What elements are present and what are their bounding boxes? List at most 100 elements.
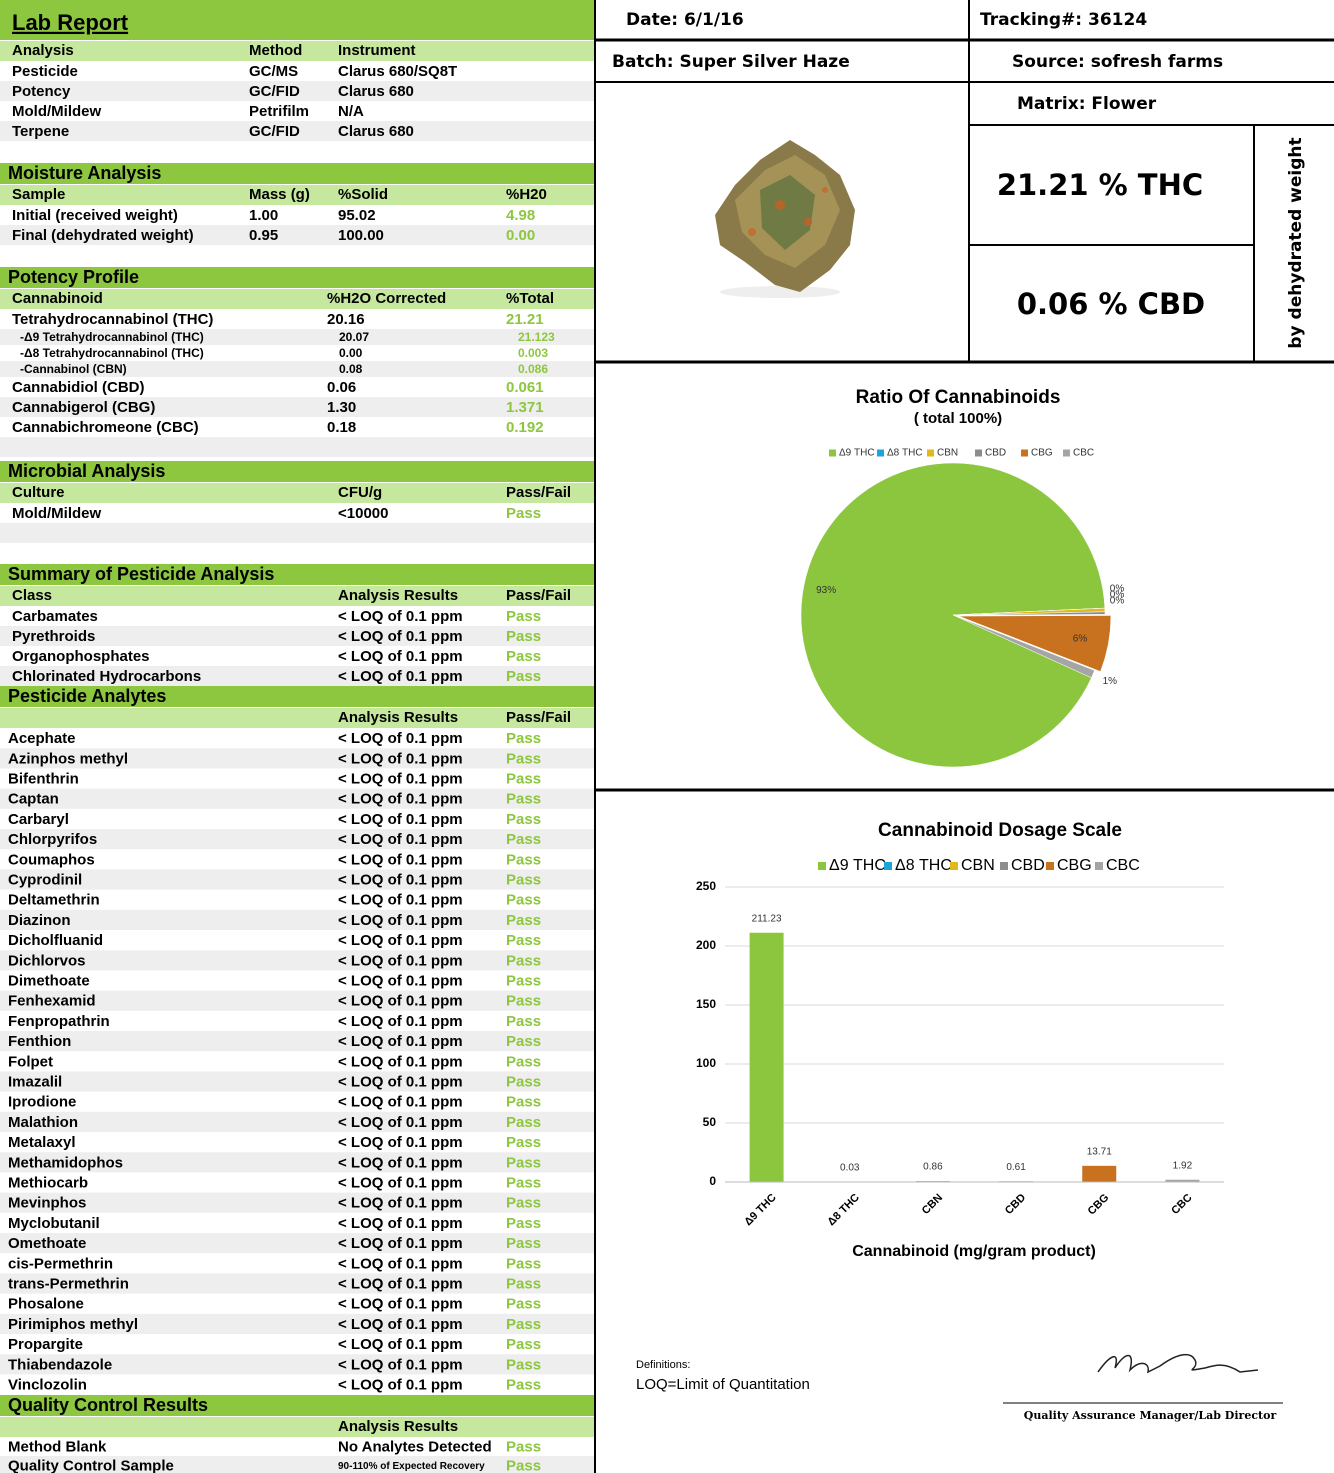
definition: LOQ=Limit of Quantitation [636,1376,810,1393]
signature [1098,1355,1258,1372]
section-title: Summary of Pesticide Analysis [8,564,274,584]
x-tick-label: CBD [1003,1192,1028,1217]
legend-swatch [1095,862,1103,870]
row-label: Terpene [12,123,69,140]
row-value: < LOQ of 0.1 ppm [338,1154,463,1171]
row-label: Mold/Mildew [12,505,101,522]
row-value: < LOQ of 0.1 ppm [338,1336,463,1353]
x-axis-title: Cannabinoid (mg/gram product) [852,1243,1096,1260]
row-value: Pass [506,648,541,665]
row-label: Cannabigerol (CBG) [12,399,155,416]
legend-swatch [884,862,892,870]
column-header: %Total [506,290,554,307]
row-value: 0.06 [327,379,356,396]
row-value: 0.00 [339,346,363,360]
row-value: 0.192 [506,419,544,436]
row-value: Pass [506,1114,541,1131]
row-value: Pass [506,993,541,1010]
pie-label: 1% [1103,676,1118,687]
row-label: Iprodione [8,1094,76,1111]
row-label: Organophosphates [12,648,150,665]
legend-label: Δ8 THC [895,857,952,874]
signature-title: Quality Assurance Manager/Lab Director [1024,1409,1277,1422]
row-value: Pass [506,505,541,522]
legend-label: Δ9 THC [839,448,875,459]
row-value: Pass [506,831,541,848]
row-label: Cannabichromeone (CBC) [12,419,199,436]
batch: Batch: Super Silver Haze [612,52,850,72]
legend-label: Δ8 THC [887,448,923,459]
row-label: Carbaryl [8,811,69,828]
row-label: Methamidophos [8,1154,123,1171]
legend-swatch [1046,862,1054,870]
row-value: < LOQ of 0.1 ppm [338,952,463,969]
x-tick-label: CBG [1086,1192,1112,1218]
row-value: < LOQ of 0.1 ppm [338,932,463,949]
y-tick-label: 250 [696,879,716,893]
row-label: Mold/Mildew [12,103,101,120]
chart-title: Ratio Of Cannabinoids [856,387,1061,408]
row-value: GC/MS [249,63,298,80]
row-value: 21.123 [518,330,555,344]
row-value: < LOQ of 0.1 ppm [338,791,463,808]
row-value: 20.16 [327,311,365,328]
row-value: Pass [506,1438,541,1455]
column-header: %H20 [506,186,547,203]
row-stripe [0,950,594,970]
legend-label: CBG [1031,448,1053,459]
y-tick-label: 50 [703,1115,717,1129]
row-value: 0.003 [518,346,548,360]
date: Date: 6/1/16 [626,10,744,30]
row-label: Bifenthrin [8,770,79,787]
lab-report-page: Date: 6/1/16 Tracking#: 36124 Batch: Sup… [0,0,1334,1473]
bar-value-label: 0.86 [923,1162,943,1173]
row-value: Pass [506,1073,541,1090]
row-value: < LOQ of 0.1 ppm [338,1114,463,1131]
y-tick-label: 150 [696,997,716,1011]
row-label: Propargite [8,1336,83,1353]
row-value: Pass [506,1174,541,1191]
row-value: < LOQ of 0.1 ppm [338,811,463,828]
row-value: Pass [506,1053,541,1070]
row-value: < LOQ of 0.1 ppm [338,871,463,888]
column-header: Analysis Results [338,1418,458,1435]
header-band [0,708,594,728]
product-photo [715,140,855,298]
row-value: < LOQ of 0.1 ppm [338,1033,463,1050]
row-value: Petrifilm [249,103,309,120]
legend-label: CBN [937,448,958,459]
column-header: Instrument [338,42,416,59]
row-value: N/A [338,103,364,120]
row-value: < LOQ of 0.1 ppm [338,1053,463,1070]
legend-swatch [829,450,836,457]
matrix: Matrix: Flower [1017,94,1157,114]
legend-label: CBN [961,857,995,874]
bar-value-label: 13.71 [1087,1146,1112,1157]
row-label: Initial (received weight) [12,207,178,224]
row-value: < LOQ of 0.1 ppm [338,648,463,665]
tracking: Tracking#: 36124 [980,10,1147,30]
row-value: 100.00 [338,227,384,244]
legend-swatch [927,450,934,457]
column-header: Culture [12,484,65,501]
row-value: Pass [506,1013,541,1030]
row-label: Pesticide [12,63,78,80]
legend-swatch [877,450,884,457]
row-label: Pirimiphos methyl [8,1316,138,1333]
row-value: Pass [506,1154,541,1171]
section-title: Pesticide Analytes [8,686,166,706]
x-tick-label: CBC [1169,1192,1194,1217]
row-stripe [0,523,594,543]
row-label: Chlorinated Hydrocarbons [12,668,201,685]
row-value: 0.00 [506,227,535,244]
row-value: Pass [506,932,541,949]
row-value: 4.98 [506,207,535,224]
row-value: Pass [506,1336,541,1353]
legend-label: CBD [1011,857,1045,874]
row-value: Pass [506,1376,541,1393]
row-value: < LOQ of 0.1 ppm [338,851,463,868]
row-label: Methiocarb [8,1174,88,1191]
row-label: Vinclozolin [8,1376,87,1393]
row-label: cis-Permethrin [8,1255,113,1272]
row-value: 0.061 [506,379,544,396]
